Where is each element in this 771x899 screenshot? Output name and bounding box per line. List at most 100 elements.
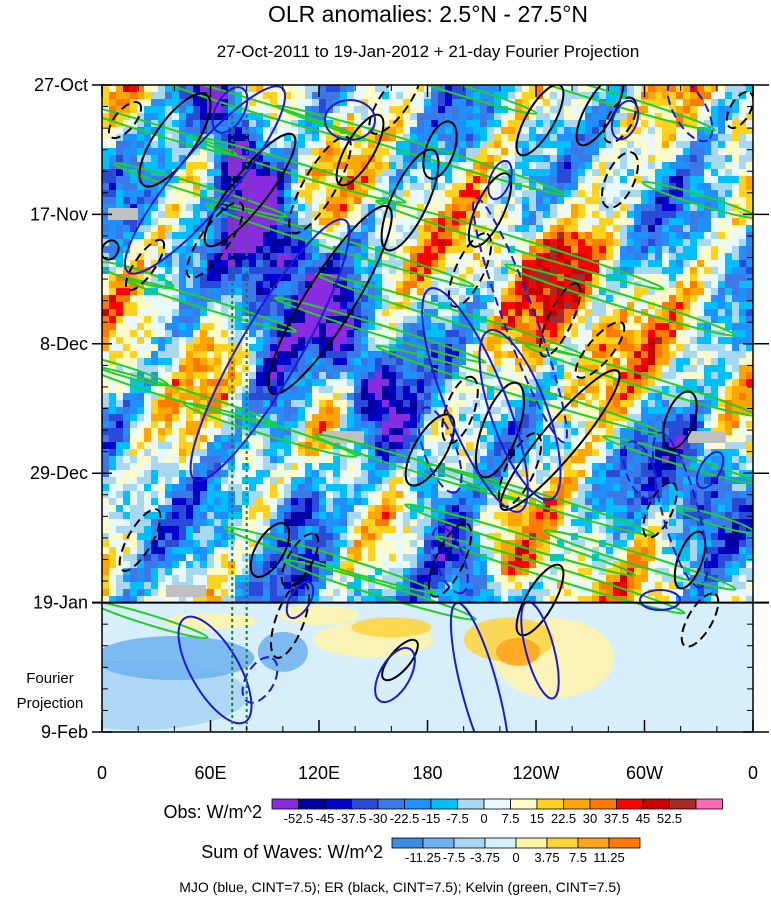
obs-cell (424, 239, 432, 247)
obs-cell (445, 365, 453, 373)
obs-cell (613, 260, 621, 268)
obs-cell (697, 127, 705, 135)
obs-cell (165, 106, 173, 114)
obs-cell (403, 281, 411, 289)
obs-cell (704, 148, 712, 156)
obs-cell (704, 323, 712, 331)
obs-cell (662, 295, 670, 303)
obs-cell (683, 92, 691, 100)
obs-cell (354, 239, 362, 247)
obs-cell (102, 190, 110, 198)
obs-cell (312, 456, 320, 464)
obs-cell (382, 134, 390, 142)
obs-cell (375, 120, 383, 128)
obs-cell (249, 358, 257, 366)
obs-cell (277, 379, 285, 387)
obs-cell (494, 330, 502, 338)
obs-cell (249, 197, 257, 205)
obs-cell (417, 211, 425, 219)
obs-cell (284, 435, 292, 443)
obs-cell (130, 218, 138, 226)
obs-cell (641, 281, 649, 289)
obs-cell (305, 211, 313, 219)
obs-cell (256, 260, 264, 268)
obs-cell (312, 330, 320, 338)
obs-cell (550, 92, 558, 100)
obs-cell (690, 281, 698, 289)
obs-cell (613, 239, 621, 247)
obs-cell (116, 190, 124, 198)
obs-cell (193, 120, 201, 128)
obs-cell (718, 358, 726, 366)
obs-cell (613, 295, 621, 303)
obs-cell (494, 295, 502, 303)
obs-cell (550, 253, 558, 261)
obs-cell (298, 204, 306, 212)
obs-cell (473, 113, 481, 121)
obs-cell (732, 358, 740, 366)
obs-cell (704, 176, 712, 184)
obs-cell (627, 169, 635, 177)
obs-cell (235, 183, 243, 191)
obs-cell (452, 365, 460, 373)
obs-cell (277, 246, 285, 254)
obs-cell (494, 449, 502, 457)
obs-cell (270, 148, 278, 156)
obs-cell (494, 358, 502, 366)
obs-cell (389, 302, 397, 310)
obs-cell (585, 106, 593, 114)
obs-cell (221, 421, 229, 429)
obs-cell (641, 351, 649, 359)
obs-cell (172, 337, 180, 345)
obs-cell (634, 351, 642, 359)
obs-cell (669, 337, 677, 345)
obs-cell (480, 162, 488, 170)
obs-cell (347, 456, 355, 464)
obs-cell (431, 253, 439, 261)
obs-cell (340, 393, 348, 401)
obs-cell (396, 372, 404, 380)
obs-cell (144, 428, 152, 436)
obs-cell (564, 281, 572, 289)
obs-cell (186, 85, 194, 93)
obs-cell (606, 246, 614, 254)
obs-cell (298, 218, 306, 226)
obs-cell (487, 421, 495, 429)
obs-cell (746, 176, 753, 184)
obs-cell (480, 183, 488, 191)
obs-cell (529, 428, 537, 436)
obs-cell (305, 197, 313, 205)
obs-cell (102, 400, 110, 408)
obs-cell (501, 400, 509, 408)
obs-cell (305, 155, 313, 163)
obs-cell (515, 344, 523, 352)
obs-cell (480, 323, 488, 331)
obs-cell (452, 197, 460, 205)
obs-cell (235, 281, 243, 289)
obs-cell (172, 435, 180, 443)
obs-cell (123, 421, 131, 429)
obs-cell (382, 449, 390, 457)
obs-cell (375, 106, 383, 114)
obs-cell (550, 323, 558, 331)
obs-cell (606, 358, 614, 366)
obs-cell (354, 274, 362, 282)
obs-cell (711, 295, 719, 303)
obs-cell (655, 365, 663, 373)
obs-cell (634, 267, 642, 275)
obs-cell (536, 148, 544, 156)
obs-cell (431, 99, 439, 107)
obs-cell (354, 134, 362, 142)
obs-cell (291, 449, 299, 457)
obs-cell (592, 288, 600, 296)
obs-cell (361, 393, 369, 401)
obs-cell (340, 141, 348, 149)
obs-cell (487, 253, 495, 261)
obs-cell (501, 113, 509, 121)
obs-cell (186, 134, 194, 142)
obs-cell (207, 113, 215, 121)
obs-cell (235, 120, 243, 128)
obs-cell (676, 281, 684, 289)
obs-cell (466, 190, 474, 198)
obs-cell (550, 267, 558, 275)
